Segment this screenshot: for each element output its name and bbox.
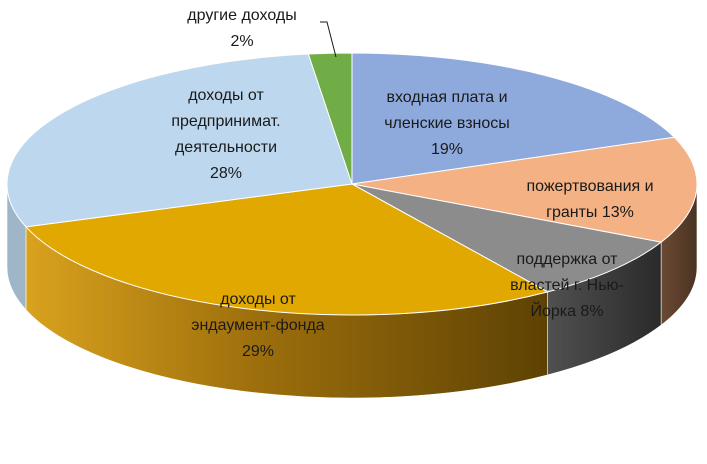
- label-endowment: доходы от эндаумент-фонда 29%: [191, 291, 325, 360]
- label-donations-grants: пожертвования и гранты 13%: [526, 178, 653, 221]
- label-line: членские взносы: [384, 115, 510, 132]
- label-line: доходы от: [220, 291, 296, 308]
- leader-lines: [320, 21, 337, 58]
- label-business: доходы от предпринимат. деятельности 28%: [171, 87, 280, 182]
- label-line: входная плата и: [386, 89, 507, 106]
- label-line: гранты 13%: [546, 204, 634, 221]
- slice-other: [307, 52, 353, 185]
- label-line: 29%: [242, 343, 274, 360]
- leader-line-other: [320, 21, 337, 58]
- label-line: эндаумент-фонда: [191, 317, 325, 334]
- label-line: пожертвования и: [526, 178, 653, 195]
- label-line: предпринимат.: [171, 113, 280, 130]
- label-other: другие доходы 2%: [187, 7, 296, 50]
- label-city-support: поддержка от властей г. Нью- Йорка 8%: [510, 251, 624, 320]
- label-line: доходы от: [188, 87, 264, 104]
- label-line: поддержка от: [517, 251, 619, 268]
- label-line: Йорка 8%: [530, 301, 603, 320]
- label-line: 28%: [210, 165, 242, 182]
- slice-city-support: [351, 183, 663, 293]
- label-line: другие доходы: [187, 7, 296, 24]
- label-line: деятельности: [175, 139, 277, 156]
- label-entry-fees: входная плата и членские взносы 19%: [384, 89, 510, 158]
- label-line: 2%: [230, 33, 253, 50]
- slice-labels: входная плата и членские взносы 19% пожертв…: [171, 7, 653, 360]
- slice-entry-fees: [351, 52, 676, 185]
- label-line: властей г. Нью-: [510, 277, 624, 294]
- slice-donations-grants: [351, 136, 698, 243]
- slice-business: [6, 53, 353, 228]
- pie-slices: [6, 52, 698, 316]
- label-line: 19%: [431, 141, 463, 158]
- slice-endowment: [24, 183, 549, 316]
